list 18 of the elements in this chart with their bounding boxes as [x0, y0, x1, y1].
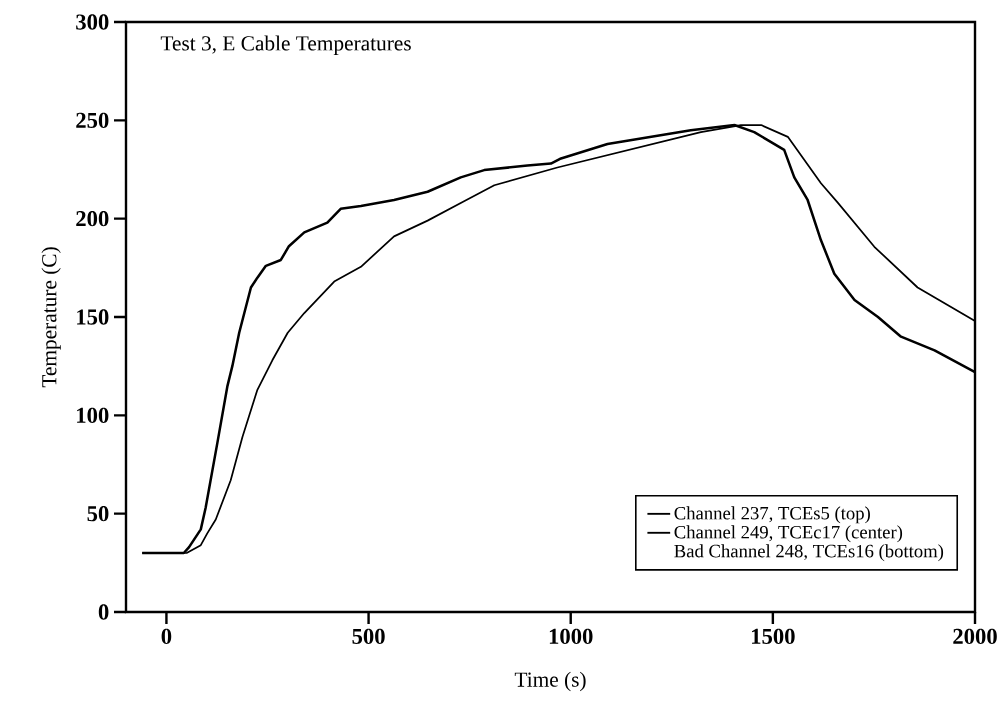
y-axis-title: Temperature (C) [41, 247, 61, 388]
legend-label: Channel 249, TCEc17 (center) [674, 525, 903, 543]
x-tick-label: 2000 [953, 628, 997, 645]
y-tick-label: 150 [77, 309, 109, 325]
x-axis-title: Time (s) [514, 671, 586, 692]
x-tick-label: 1500 [752, 628, 795, 645]
y-tick-label: 0 [98, 604, 109, 620]
x-tick-label: 500 [352, 628, 385, 645]
annotation: Bad Channel 248, TCEs16 (bottom) [674, 544, 944, 562]
y-tick-label: 100 [77, 407, 109, 423]
text: Test 3, E Cable Temperatures [160, 35, 411, 55]
y-tick-label: 200 [76, 211, 109, 227]
legend-label: Channel 237, TCEs5 (top) [674, 506, 870, 524]
y-tick-label: 50 [87, 506, 109, 522]
y-tick-label: 300 [76, 14, 109, 30]
y-tick-label: 250 [76, 112, 109, 128]
x-tick-label: 0 [161, 628, 172, 645]
x-tick-label: 1000 [549, 628, 593, 645]
